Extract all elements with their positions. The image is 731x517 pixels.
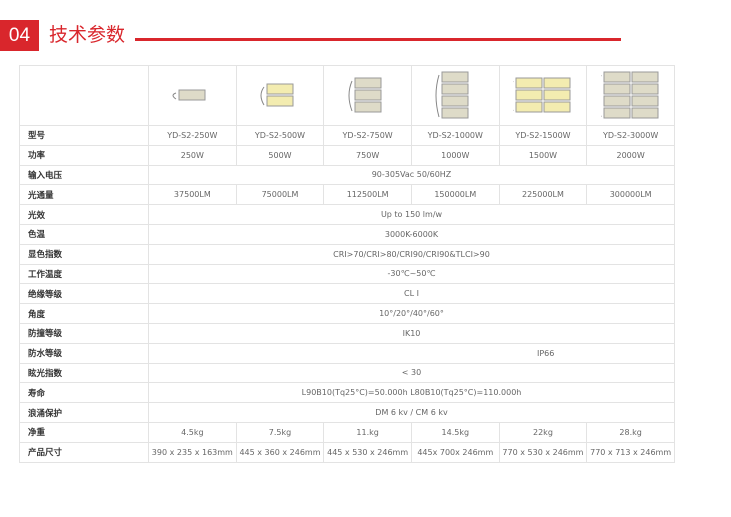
- spec-value: 11.kg: [323, 421, 412, 443]
- spec-value: 1000W: [410, 144, 500, 166]
- spec-value: 225000LM: [498, 184, 588, 206]
- row-label: 功率: [19, 144, 149, 166]
- spec-value: YD-S2-500W: [235, 125, 325, 146]
- row-label: 型号: [19, 125, 149, 146]
- spec-value: 300000LM: [586, 184, 675, 206]
- table-row: 型号 YD-S2-250W YD-S2-500W YD-S2-750W YD-S2-10…: [19, 125, 675, 146]
- table-row: 防水等级 IP66: [19, 342, 675, 364]
- spec-value: 250W: [148, 144, 237, 166]
- spec-value: 445x 700x 246mm: [410, 441, 500, 463]
- table-row: 光效 Up to 150 lm/w: [19, 204, 675, 225]
- spec-value: 90-305Vac 50/60HZ: [148, 164, 675, 186]
- spec-value: 75000LM: [235, 184, 325, 206]
- table-row: 净重 4.5kg 7.5kg 11.kg 14.5kg 22kg 28.kg: [19, 421, 675, 443]
- spec-value: 770 x 713 x 246mm: [586, 441, 675, 463]
- row-label: 防撞等级: [19, 322, 149, 344]
- title-divider: [135, 38, 621, 41]
- spec-value: L90B10(Tq25°C)=50.000h L80B10(Tq25°C)=11…: [148, 382, 675, 404]
- spec-value: -30℃~50℃: [148, 263, 675, 285]
- spec-value: YD-S2-250W: [148, 125, 237, 146]
- product-image: [148, 65, 237, 126]
- spec-value: Up to 150 lm/w: [148, 204, 675, 225]
- table-row: 绝缘等级 CL I: [19, 283, 675, 305]
- section-number: 04: [0, 20, 39, 51]
- spec-value: 4.5kg: [148, 421, 237, 443]
- spec-value: YD-S2-3000W: [586, 125, 675, 146]
- product-image: [235, 65, 325, 126]
- row-label: 显色指数: [19, 243, 149, 265]
- spec-value: < 30: [148, 362, 675, 384]
- spec-value: 445 x 530 x 246mm: [323, 441, 412, 463]
- row-label: 防水等级: [19, 342, 149, 364]
- spec-value: 3000K-6000K: [148, 223, 675, 245]
- spec-value: YD-S2-1000W: [410, 125, 500, 146]
- spec-value: 770 x 530 x 246mm: [498, 441, 588, 463]
- row-label: 角度: [19, 303, 149, 324]
- spec-value: 500W: [235, 144, 325, 166]
- row-label: 产品尺寸: [19, 441, 149, 463]
- spec-value: 2000W: [586, 144, 675, 166]
- spec-value: CRI>70/CRI>80/CRI90/CRI90&TLCI>90: [148, 243, 675, 265]
- spec-value: 14.5kg: [410, 421, 500, 443]
- row-label: 工作温度: [19, 263, 149, 285]
- spec-table: 型号 YD-S2-250W YD-S2-500W YD-S2-750W YD-S2-10…: [19, 65, 675, 463]
- product-image: [323, 65, 412, 126]
- table-row: 眩光指数 < 30: [19, 362, 675, 384]
- table-row: 输入电压 90-305Vac 50/60HZ: [19, 164, 675, 186]
- row-label: 输入电压: [19, 164, 149, 186]
- table-row: 角度 10°/20°/40°/60°: [19, 303, 675, 324]
- floodlight-icon: [162, 89, 222, 123]
- table-row: 工作温度 -30℃~50℃: [19, 263, 675, 285]
- product-image: [498, 65, 588, 126]
- spec-value: 1500W: [498, 144, 588, 166]
- row-label: 绝缘等级: [19, 283, 149, 305]
- floodlight-icon: [509, 77, 573, 123]
- spec-value: 7.5kg: [235, 421, 325, 443]
- spec-value: IP66: [148, 342, 675, 364]
- product-image: [586, 65, 675, 126]
- spec-value: DM 6 kv / CM 6 kv: [148, 402, 675, 423]
- row-label: 光通量: [19, 184, 149, 206]
- spec-value: 445 x 360 x 246mm: [235, 441, 325, 463]
- table-row: 光通量 37500LM 75000LM 112500LM 150000LM 225000L…: [19, 184, 675, 206]
- table-row: 寿命 L90B10(Tq25°C)=50.000h L80B10(Tq25°C)=…: [19, 382, 675, 404]
- row-label: 色温: [19, 223, 149, 245]
- spec-value: 112500LM: [323, 184, 412, 206]
- floodlight-icon: [338, 77, 398, 123]
- row-label: 光效: [19, 204, 149, 225]
- spec-value: 150000LM: [410, 184, 500, 206]
- spec-value: CL I: [148, 283, 675, 305]
- floodlight-icon: [250, 83, 310, 123]
- spec-value: 22kg: [498, 421, 588, 443]
- empty-cell: [19, 65, 149, 126]
- row-label: 寿命: [19, 382, 149, 404]
- image-row: [19, 65, 675, 126]
- product-image: [410, 65, 500, 126]
- row-label: 净重: [19, 421, 149, 443]
- floodlight-icon: [597, 71, 661, 123]
- table-row: 浪涌保护 DM 6 kv / CM 6 kv: [19, 402, 675, 423]
- spec-value: 37500LM: [148, 184, 237, 206]
- spec-value: 10°/20°/40°/60°: [148, 303, 675, 324]
- table-row: 显色指数 CRI>70/CRI>80/CRI90/CRI90&TLCI>90: [19, 243, 675, 265]
- table-row: 色温 3000K-6000K: [19, 223, 675, 245]
- spec-value: YD-S2-750W: [323, 125, 412, 146]
- floodlight-icon: [425, 71, 485, 123]
- spec-value: 750W: [323, 144, 412, 166]
- table-row: 产品尺寸 390 x 235 x 163mm 445 x 360 x 246mm 44…: [19, 441, 675, 463]
- spec-value: YD-S2-1500W: [498, 125, 588, 146]
- section-title: 技术参数: [49, 24, 126, 46]
- row-label: 浪涌保护: [19, 402, 149, 423]
- row-label: 眩光指数: [19, 362, 149, 384]
- spec-value: 28.kg: [586, 421, 675, 443]
- table-row: 功率 250W 500W 750W 1000W 1500W 2000W: [19, 144, 675, 166]
- table-row: 防撞等级 IK10: [19, 322, 675, 344]
- spec-value: IK10: [148, 322, 675, 344]
- spec-value: 390 x 235 x 163mm: [148, 441, 237, 463]
